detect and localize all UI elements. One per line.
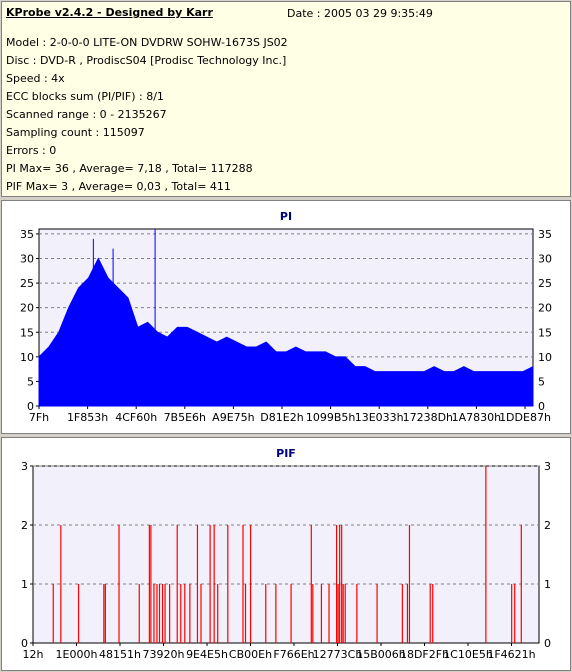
- x-tick-label: 12h: [23, 648, 44, 661]
- x-tick-label: 4CF60h: [115, 411, 157, 424]
- info-panel: KProbe v2.4.2 - Designed by Karr Date : …: [1, 1, 571, 197]
- y-tick-label-right: 5: [538, 375, 545, 388]
- y-tick-label: 0: [21, 637, 28, 650]
- x-tick-label: F766Eh: [273, 648, 314, 661]
- y-tick-label: 5: [27, 375, 34, 388]
- y-tick-label-right: 0: [544, 637, 551, 650]
- x-tick-label: 17238Dh: [403, 411, 453, 424]
- y-tick-label: 1: [21, 578, 28, 591]
- y-tick-label-right: 0: [538, 400, 545, 413]
- x-tick-label: A9E75h: [212, 411, 254, 424]
- pi-series-area: [38, 257, 534, 407]
- y-tick-label-right: 1: [544, 578, 551, 591]
- pif-chart-panel: PIF 0 0 1 1 2 2 3 3 12h 1E000h 48151h 73920h 9E4E5h CB…: [1, 437, 571, 671]
- y-tick-label: 3: [21, 460, 28, 473]
- ecc-line: ECC blocks sum (PI/PIF) : 8/1: [6, 90, 164, 103]
- y-tick-label: 10: [20, 351, 34, 364]
- x-tick-label: 7B5E6h: [164, 411, 206, 424]
- x-tick-label: 7Fh: [29, 411, 49, 424]
- y-tick-label: 25: [20, 277, 34, 290]
- sampling-line: Sampling count : 115097: [6, 126, 145, 139]
- x-tick-label: 1A7830h: [452, 411, 502, 424]
- y-tick-label-right: 10: [538, 351, 552, 364]
- y-tick-label: 30: [20, 253, 34, 266]
- chart-title: PI: [280, 210, 292, 223]
- speed-line: Speed : 4x: [6, 72, 65, 85]
- y-tick-label-right: 3: [544, 460, 551, 473]
- scan-date: Date : 2005 03 29 9:35:49: [287, 7, 433, 20]
- chart-title: PIF: [276, 447, 296, 460]
- plot-area: [32, 465, 540, 644]
- app-title: KProbe v2.4.2 - Designed by Karr: [6, 6, 213, 19]
- x-tick-label: 1E000h: [56, 648, 98, 661]
- pif-summary-line: PIF Max= 3 , Average= 0,03 , Total= 411: [6, 180, 231, 193]
- y-tick-label-right: 35: [538, 228, 552, 241]
- x-tick-label: 12773Ch: [313, 648, 363, 661]
- x-tick-label: 1F4621h: [487, 648, 535, 661]
- pi-summary-line: PI Max= 36 , Average= 7,18 , Total= 1172…: [6, 162, 253, 175]
- pi-chart: PI 0 0 5 5 10 10 15 15 20 20 25 25 30 30 35 35 7Fh 1F853h 4…: [20, 210, 552, 424]
- y-tick-label-right: 15: [538, 326, 552, 339]
- x-tick-label: 15B006h: [356, 648, 406, 661]
- y-tick-label-right: 2: [544, 519, 551, 532]
- range-line: Scanned range : 0 - 2135267: [6, 108, 167, 121]
- y-tick-label: 15: [20, 326, 34, 339]
- disc-line: Disc : DVD-R , ProdiscS04 [Prodisc Techn…: [6, 54, 287, 67]
- x-tick-label: 1099B5h: [306, 411, 356, 424]
- y-tick-label: 2: [21, 519, 28, 532]
- x-tick-label: 13E033h: [355, 411, 404, 424]
- x-tick-label: 1F853h: [67, 411, 108, 424]
- pi-chart-panel: PI 0 0 5 5 10 10 15 15 20 20 25 25 30 30 35 35 7Fh 1F853h 4…: [1, 200, 571, 434]
- x-tick-label: CB00Eh: [229, 648, 272, 661]
- y-tick-label: 20: [20, 302, 34, 315]
- y-tick-label-right: 20: [538, 302, 552, 315]
- y-tick-label-right: 25: [538, 277, 552, 290]
- x-tick-label: 18DF2Fh: [400, 648, 449, 661]
- x-tick-label: 1C10E5h: [443, 648, 493, 661]
- model-line: Model : 2-0-0-0 LITE-ON DVDRW SOHW-1673S…: [6, 36, 288, 49]
- errors-line: Errors : 0: [6, 144, 57, 157]
- x-tick-label: 9E4E5h: [186, 648, 228, 661]
- x-tick-label: 73920h: [143, 648, 185, 661]
- x-tick-label: D81E2h: [260, 411, 303, 424]
- y-tick-label: 35: [20, 228, 34, 241]
- pif-chart: PIF 0 0 1 1 2 2 3 3 12h 1E000h 48151h 73920h 9E4E5h CB…: [21, 447, 551, 661]
- y-tick-label-right: 30: [538, 253, 552, 266]
- x-tick-label: 1DDE87h: [499, 411, 551, 424]
- y-tick-label: 0: [27, 400, 34, 413]
- x-tick-label: 48151h: [99, 648, 141, 661]
